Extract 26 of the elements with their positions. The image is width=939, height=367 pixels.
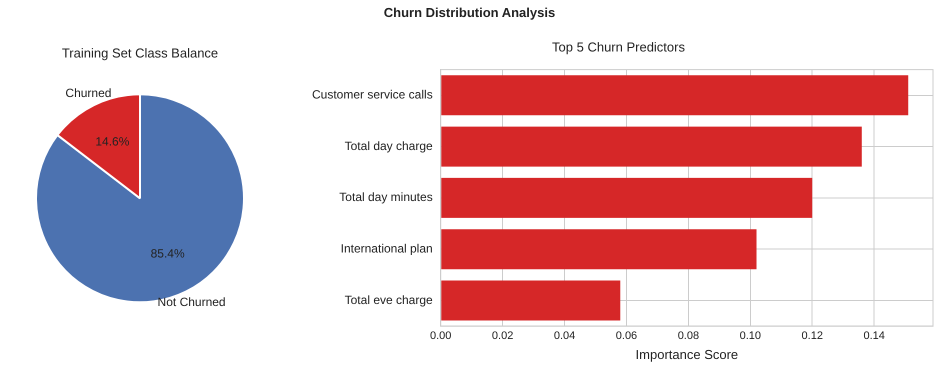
x-tick-label: 0.00 [430, 330, 452, 342]
x-tick-label: 0.08 [678, 330, 700, 342]
chart-subtitle: Top 5 Churn Predictors [552, 39, 686, 54]
chart-title: Churn Distribution Analysis [382, 5, 556, 20]
bar [441, 229, 757, 270]
y-tick-label: Total day charge [344, 138, 434, 153]
x-tick-label: 0.12 [802, 330, 823, 342]
x-tick-label: 0.14 [863, 330, 885, 342]
x-tick-label: 0.06 [616, 330, 638, 342]
y-tick-label: Total eve charge [344, 292, 434, 307]
data-label: 14.6% [95, 134, 130, 149]
chart-title: Training Set Class Balance [62, 45, 218, 60]
y-tick-label: Total day minutes [339, 190, 433, 204]
y-tick-label: International plan [340, 242, 433, 256]
slice-label: Churned [65, 86, 112, 100]
bar [441, 178, 812, 218]
data-label: 85.4% [150, 246, 185, 261]
slice-label: Not Churned [158, 295, 226, 310]
bar [441, 126, 862, 167]
bar [441, 280, 620, 321]
x-tick-label: 0.10 [740, 330, 762, 342]
x-axis-title: Importance Score [636, 346, 738, 362]
x-tick-label: 0.02 [492, 330, 514, 342]
y-tick-label: Customer service calls [312, 88, 433, 102]
x-tick-label: 0.04 [554, 330, 576, 342]
bar [441, 75, 908, 116]
